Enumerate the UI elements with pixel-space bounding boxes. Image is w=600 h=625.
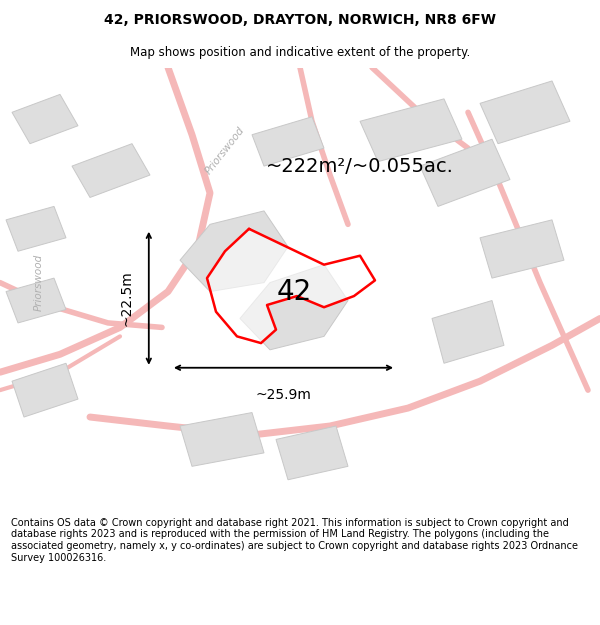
Polygon shape bbox=[6, 278, 66, 323]
Polygon shape bbox=[360, 99, 462, 162]
Polygon shape bbox=[180, 211, 288, 291]
Polygon shape bbox=[432, 301, 504, 363]
Polygon shape bbox=[480, 81, 570, 144]
Text: 42: 42 bbox=[277, 278, 311, 306]
Text: Contains OS data © Crown copyright and database right 2021. This information is : Contains OS data © Crown copyright and d… bbox=[11, 518, 578, 562]
Polygon shape bbox=[420, 139, 510, 206]
Polygon shape bbox=[252, 117, 324, 166]
Polygon shape bbox=[276, 426, 348, 480]
Text: Priorswood: Priorswood bbox=[203, 125, 247, 176]
Polygon shape bbox=[480, 220, 564, 278]
Polygon shape bbox=[240, 264, 348, 350]
Text: ~22.5m: ~22.5m bbox=[120, 271, 134, 326]
Polygon shape bbox=[207, 229, 375, 343]
Polygon shape bbox=[180, 412, 264, 466]
Text: Map shows position and indicative extent of the property.: Map shows position and indicative extent… bbox=[130, 46, 470, 59]
Text: ~222m²/~0.055ac.: ~222m²/~0.055ac. bbox=[266, 157, 454, 176]
Text: Priorswood: Priorswood bbox=[34, 254, 44, 311]
Polygon shape bbox=[72, 144, 150, 198]
Text: 42, PRIORSWOOD, DRAYTON, NORWICH, NR8 6FW: 42, PRIORSWOOD, DRAYTON, NORWICH, NR8 6F… bbox=[104, 14, 496, 28]
Polygon shape bbox=[12, 363, 78, 417]
Polygon shape bbox=[12, 94, 78, 144]
Text: ~25.9m: ~25.9m bbox=[256, 388, 311, 402]
Polygon shape bbox=[6, 206, 66, 251]
